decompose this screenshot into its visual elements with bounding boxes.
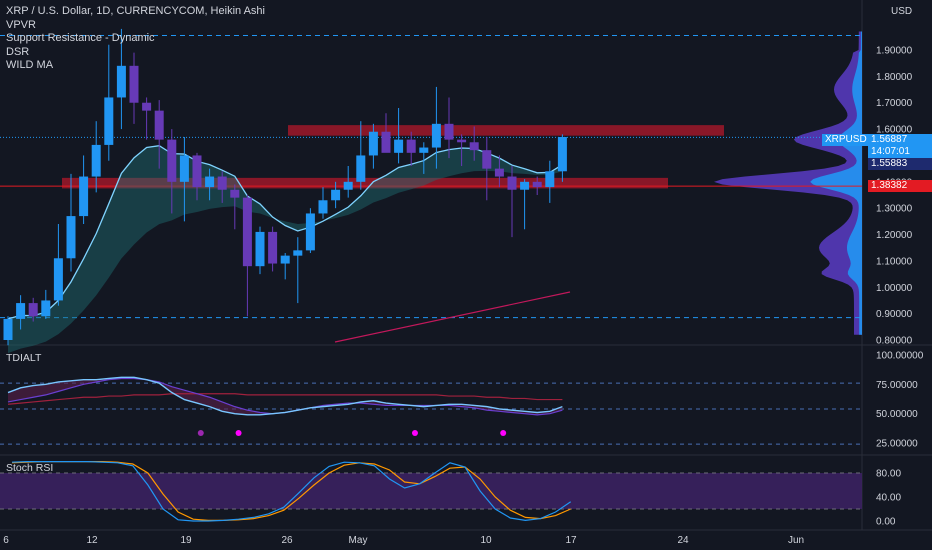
candle-body <box>41 300 51 317</box>
tdi-signal-line <box>7 393 563 405</box>
candle-body <box>368 131 378 156</box>
support-level-tag: 1.38382 <box>868 180 932 192</box>
candle-body <box>482 150 492 169</box>
candle-body <box>217 176 227 190</box>
candle-body <box>318 200 328 214</box>
time-tick-label: 17 <box>565 535 577 546</box>
volume-profile-value-area <box>810 31 862 335</box>
candle-body <box>116 65 126 98</box>
symbol-tag: XRPUSD <box>822 134 870 146</box>
candle-body <box>532 181 542 188</box>
candle-body <box>255 231 265 267</box>
volume-profile <box>713 31 862 335</box>
price-tick-label: 1.30000 <box>876 204 913 215</box>
candle-body <box>356 155 366 182</box>
candle-body <box>431 123 441 148</box>
candle-body <box>444 123 454 140</box>
candle-body <box>142 102 152 111</box>
candle-body <box>179 155 189 182</box>
candle-body <box>280 255 290 264</box>
candle-body <box>192 155 202 188</box>
candle-body <box>129 65 139 103</box>
ma-cloud <box>8 145 563 354</box>
price-tick-label: 1.10000 <box>876 256 913 267</box>
stoch-tick-label: 40.00 <box>876 493 901 504</box>
candle-body <box>16 303 26 319</box>
price-tick-label: 1.90000 <box>876 46 913 57</box>
resistance-zone <box>288 125 724 136</box>
indicator-dsr[interactable]: DSR <box>6 45 30 58</box>
candle-body <box>331 189 341 201</box>
price-tick-label: 1.70000 <box>876 98 913 109</box>
candle-body <box>469 142 479 151</box>
price-tick-label: 1.20000 <box>876 230 913 241</box>
candle-body <box>457 139 467 143</box>
tdi-signal-dot <box>197 430 204 436</box>
last-price-tag: 1.56887 <box>868 134 932 146</box>
candle-body <box>242 197 252 267</box>
candle-body <box>268 231 278 264</box>
long-ma-line <box>334 291 571 343</box>
candle-body <box>91 144 101 177</box>
indicator-wild-ma[interactable]: WILD MA <box>6 59 54 71</box>
candle-body <box>79 176 89 217</box>
candle-body <box>545 171 555 188</box>
tdi-tick-label: 100.00000 <box>876 351 924 362</box>
stoch-k-line <box>11 461 572 522</box>
tdi-pane-title[interactable]: TDIALT <box>6 352 42 364</box>
tdi-tick-label: 25.00000 <box>876 439 918 450</box>
support-zone <box>62 177 668 189</box>
tdi-signal-dot <box>411 430 418 436</box>
price-tick-label: 0.90000 <box>876 309 913 320</box>
candle-body <box>520 181 530 190</box>
price-tick-label: 1.00000 <box>876 283 913 294</box>
countdown-tag: 14:07:01 <box>868 146 932 158</box>
candle-body <box>406 139 416 153</box>
indicator-support-resistance[interactable]: Support Resistance - Dynamic <box>6 32 155 44</box>
time-tick-label: 26 <box>281 535 293 546</box>
stoch-tick-label: 0.00 <box>876 517 896 528</box>
time-tick-label: 10 <box>480 535 492 546</box>
chart-legend: XRP / U.S. Dollar, 1D, CURRENCYCOM, Heik… <box>6 5 265 73</box>
candle-body <box>394 139 404 153</box>
time-tick-label: 19 <box>180 535 192 546</box>
price-tick-label: 1.60000 <box>876 125 913 136</box>
level-tag-1: 1.55883 <box>868 158 932 170</box>
stoch-pane-title[interactable]: Stoch RSI <box>6 462 54 474</box>
candle-body <box>381 131 391 153</box>
time-tick-label: 6 <box>3 535 9 546</box>
candle-body <box>507 176 517 190</box>
candle-body <box>28 303 38 317</box>
price-tick-label: 0.80000 <box>876 336 913 347</box>
candle-body <box>154 110 164 140</box>
tdi-tick-label: 50.00000 <box>876 409 918 420</box>
time-tick-label: 12 <box>86 535 98 546</box>
candle-body <box>305 213 315 251</box>
candle-body <box>557 137 567 172</box>
candle-body <box>230 189 240 198</box>
time-tick-label: May <box>349 535 368 546</box>
tdi-fast-line <box>7 376 563 416</box>
time-tick-label: 24 <box>677 535 689 546</box>
candle-body <box>293 250 303 256</box>
candle-body <box>53 258 63 301</box>
candle-body <box>494 168 504 177</box>
candle-body <box>104 97 114 145</box>
stoch-tick-label: 80.00 <box>876 469 901 480</box>
symbol-title[interactable]: XRP / U.S. Dollar, 1D, CURRENCYCOM, Heik… <box>6 5 265 17</box>
candle-body <box>66 216 76 259</box>
currency-label[interactable]: USD <box>891 6 913 17</box>
tdi-signal-dot <box>500 430 507 436</box>
tdi-tick-label: 75.00000 <box>876 380 918 391</box>
candle-body <box>3 318 13 340</box>
price-tick-label: 1.80000 <box>876 72 913 83</box>
candle-body <box>205 176 215 188</box>
time-tick-label: Jun <box>788 535 804 546</box>
indicator-vpvr[interactable]: VPVR <box>6 18 36 31</box>
tdi-signal-dot <box>235 430 242 436</box>
candle-body <box>167 139 177 182</box>
candle-body <box>419 147 429 153</box>
candle-body <box>343 181 353 190</box>
